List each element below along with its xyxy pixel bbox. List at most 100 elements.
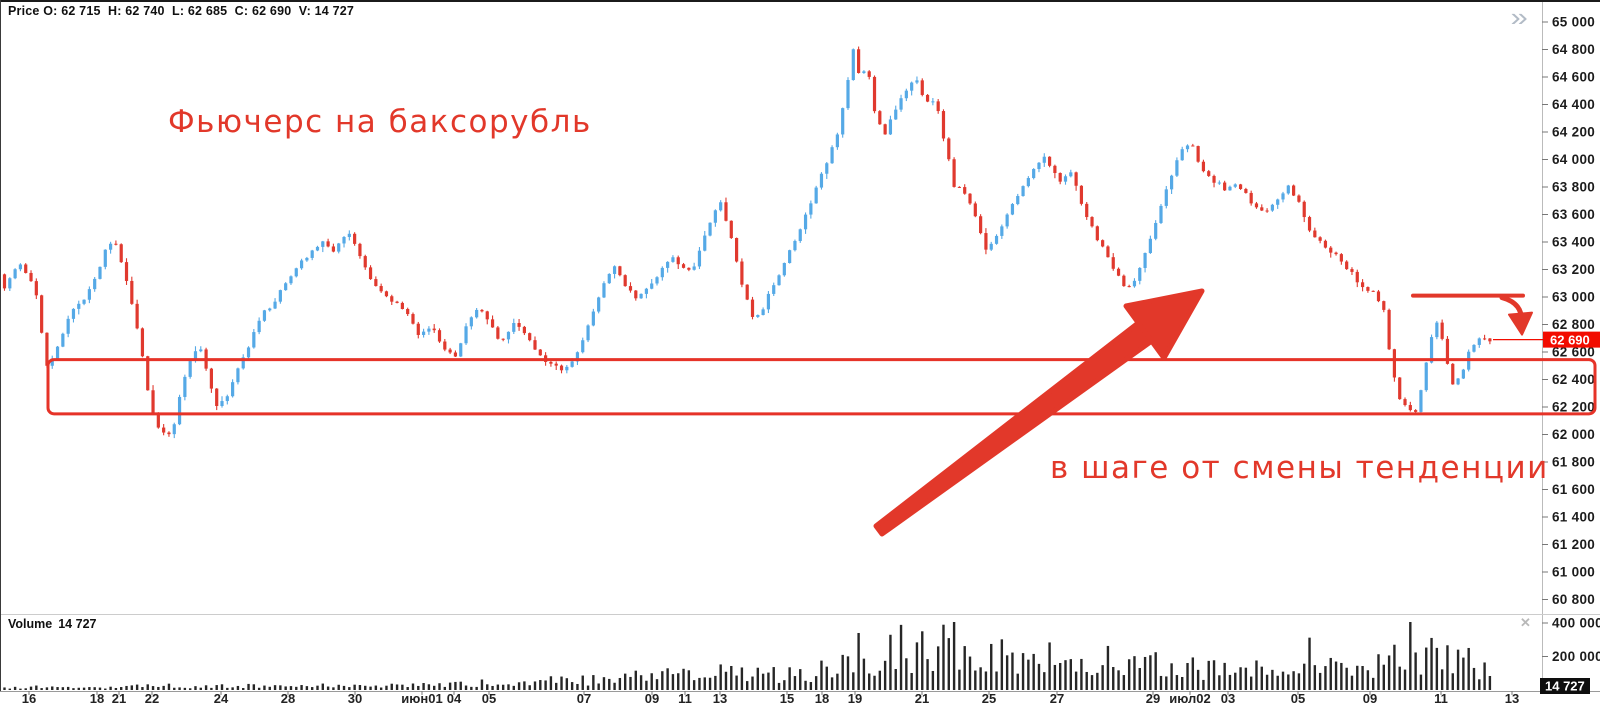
volume-bar [1361,666,1364,690]
volume-bar [422,683,425,690]
candle-body [501,338,505,340]
volume-bar [24,688,27,690]
time-axis[interactable]: 16 18 21 22 24 28 30 июн01 04 05 07 09 11 13 15 18 19 21 2… [22,691,1519,704]
candle-body [936,101,940,112]
candle-body [1047,156,1052,166]
volume-bar [1170,663,1173,690]
candle-body [236,368,240,383]
volume-bar [337,684,340,690]
volume-bar [581,675,584,690]
candle-body [772,285,776,294]
volume-bar [316,685,319,690]
volume-bar [968,656,972,690]
volume-bar [93,687,96,690]
candle-body [915,80,919,83]
volume-bar [761,673,765,690]
volume-bar [1467,647,1470,690]
volume-bar [1377,654,1380,690]
candle-body [1058,173,1062,182]
candle-body [862,71,866,73]
volume-bar [1223,662,1226,690]
volume-bar [470,686,473,690]
candle-body [490,319,495,328]
price-tick-label: 64 000 [1552,152,1595,167]
candle-body [1408,405,1412,411]
candle-body [8,278,12,289]
candle-body [968,193,972,204]
candle-body [602,283,606,298]
candle-body [681,264,686,268]
candle-body [1307,217,1312,231]
volume-axis[interactable]: 400 000 200 000 [1542,616,1600,665]
candle-body [1276,199,1280,205]
candle-body [1016,196,1020,205]
date-tick-label: 16 [22,691,36,704]
volume-bar [104,688,107,690]
volume-bar [98,687,102,690]
candle-body [1053,165,1057,174]
volume-bar [1382,664,1385,690]
volume-bar [772,667,775,690]
volume-bar [385,685,388,690]
volume-bar [88,687,91,690]
candle-body [857,49,861,73]
candle-body [1085,203,1089,218]
candle-body [1286,185,1290,194]
volume-bar [528,685,531,690]
price-tick-label: 63 400 [1552,235,1595,250]
volume-bar [1106,645,1110,690]
date-tick-label: 11 [1434,691,1448,704]
volume-bar [560,676,563,690]
candle-body [1074,172,1078,186]
volume-bar [72,688,75,690]
volume-bar [1297,673,1301,690]
candle-body [395,301,399,303]
candle-body [687,267,691,270]
candle-body [82,299,86,304]
volume-bar [252,684,256,690]
candle-body [119,244,123,263]
collapse-axis-chevron-icon[interactable]: » [1510,2,1528,32]
volume-bar [947,638,950,690]
candle-body [1111,257,1115,269]
price-tick-label: 63 200 [1552,262,1595,277]
candle-body [220,401,224,406]
volume-bar [374,685,378,690]
volume-bar [677,673,680,690]
volume-bar [703,677,706,690]
volume-tick-label: 200 000 [1552,649,1600,664]
candle-body [623,275,627,287]
volume-bar [183,687,187,690]
candle-body [315,246,320,251]
volume-bar [210,687,213,690]
volume-bar [167,683,171,690]
candle-body [1201,161,1206,172]
volume-bar [931,670,935,690]
price-tick-label: 63 000 [1552,290,1595,305]
candle-body [98,266,102,279]
candle-body [1371,290,1375,292]
volume-bar [1303,663,1306,690]
volume-bar [1393,644,1396,690]
big-trend-arrow-head [1123,288,1205,361]
candle-body [1132,280,1137,287]
volume-bar [188,688,192,690]
candle-body [437,330,442,342]
volume-bar [565,678,569,690]
volume-bar [1117,670,1120,690]
candle-body [1032,169,1036,179]
volume-bar [1430,637,1433,690]
price-axis[interactable]: 65 000 64 800 64 600 64 400 64 200 64 000 63 8… [1542,15,1595,608]
candle-body [692,266,696,270]
candle-body [904,90,908,99]
candle-body [1392,349,1397,378]
volume-bar [804,680,807,690]
volume-bar [883,660,887,690]
volume-bar [756,667,760,690]
volume-bar [1112,667,1115,690]
candle-body [109,243,113,250]
close-volume-pane-icon[interactable]: ✕ [1520,615,1531,630]
candle-body [475,309,479,318]
volume-tick-label: 400 000 [1552,616,1600,631]
